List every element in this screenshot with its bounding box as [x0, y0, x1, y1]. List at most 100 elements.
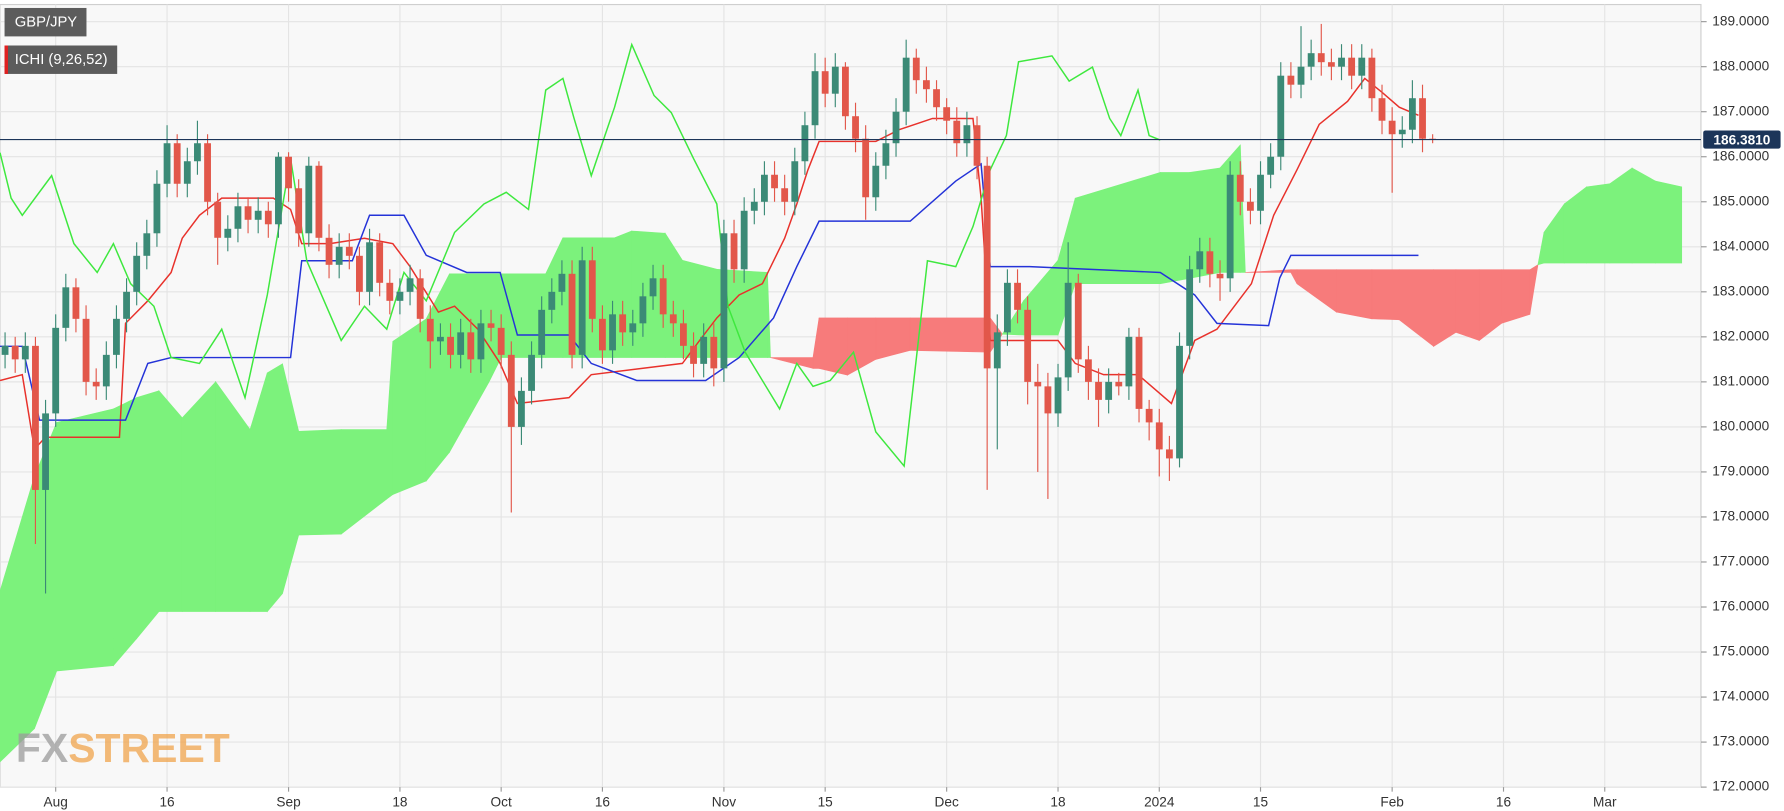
candle-body [973, 125, 981, 166]
candle-body [680, 323, 687, 346]
candle-body [1226, 174, 1234, 279]
candle-body [1348, 57, 1356, 76]
candle-body [457, 332, 465, 355]
candle-body [1003, 282, 1011, 333]
x-tick-label: 2024 [1144, 795, 1175, 810]
candle-body [11, 345, 19, 360]
cloud-segment [1189, 167, 1221, 279]
candle-body [548, 291, 556, 310]
candle-body [406, 278, 414, 292]
y-tick-label: 175.0000 [1712, 644, 1769, 659]
candle-body [1095, 381, 1102, 400]
candle-body [1246, 201, 1254, 211]
candle-body [507, 354, 515, 427]
candle-body [1378, 98, 1386, 121]
candle-body [1307, 53, 1315, 67]
candle-body [690, 345, 697, 364]
candle-body [1216, 273, 1224, 279]
cloud-segment [158, 389, 183, 612]
candle-body [639, 296, 647, 324]
candle-body [720, 233, 728, 369]
y-tick-label: 180.0000 [1712, 419, 1769, 434]
candle-body [1368, 57, 1376, 99]
watermark: FXSTREET [16, 725, 230, 771]
candle-body [356, 255, 363, 292]
indicator-line [0, 42, 1161, 468]
x-tick-label: Dec [935, 795, 959, 810]
candle-body [1196, 251, 1204, 270]
cloud-segment [1371, 269, 1400, 321]
candle-body [801, 125, 809, 162]
x-tick-label: Feb [1380, 795, 1404, 810]
candle-body [538, 309, 546, 355]
candle-body [821, 71, 829, 94]
candle-body [335, 246, 343, 265]
candle-body [345, 246, 353, 256]
candle-body [234, 206, 242, 229]
cloud-segment [266, 363, 283, 613]
candle-body [568, 273, 576, 355]
candle-body [1084, 359, 1092, 382]
candle-body [32, 345, 39, 490]
candle-body [264, 210, 272, 225]
y-tick-label: 187.0000 [1712, 103, 1769, 118]
candle-body [578, 260, 586, 355]
candle-body [244, 206, 252, 220]
candle-body [325, 237, 333, 265]
legend-box [4, 7, 87, 37]
candle-body [1054, 377, 1062, 414]
plot-area [0, 3, 1702, 788]
candle-body [1257, 174, 1264, 211]
candle-body [933, 89, 940, 108]
candle-body [1, 345, 9, 355]
y-tick-label: 184.0000 [1712, 238, 1769, 253]
candle-body [285, 156, 292, 189]
candle-body [518, 390, 525, 427]
candle-body [1074, 282, 1082, 360]
candle-body [133, 255, 141, 292]
cloud-segment [818, 317, 848, 376]
candle-body [609, 314, 616, 351]
legend-swatch [4, 45, 8, 74]
y-tick-label: 176.0000 [1712, 599, 1769, 614]
candle-body [710, 336, 718, 369]
y-tick-label: 186.0000 [1712, 148, 1769, 163]
candle-body [1388, 120, 1396, 135]
candle-body [102, 354, 110, 387]
legend-box [4, 45, 118, 74]
y-tick-label: 185.0000 [1712, 193, 1769, 208]
x-tick-label: Sep [276, 795, 301, 810]
candle-body [1236, 174, 1244, 202]
candle-body [1165, 449, 1173, 459]
candle-body [730, 233, 738, 270]
x-tick-label: Nov [712, 795, 736, 810]
candle-body [386, 282, 394, 301]
candle-body [426, 318, 434, 342]
candle-body [173, 143, 181, 184]
candle-body [1358, 57, 1366, 76]
candle-body [194, 143, 201, 162]
y-tick-label: 172.0000 [1712, 779, 1769, 794]
y-tick-label: 188.0000 [1712, 58, 1769, 73]
candle-body [963, 125, 971, 144]
candle-body [396, 291, 404, 301]
candle-body [791, 161, 799, 202]
candle-body [1267, 156, 1275, 175]
x-tick-label: 16 [1496, 795, 1511, 810]
candle-body [659, 278, 667, 315]
candle-body [497, 327, 505, 355]
candle-body [528, 354, 535, 391]
y-tick-label: 174.0000 [1712, 689, 1769, 704]
candle-body [943, 107, 951, 121]
candle-body [153, 183, 161, 234]
candle-body [1155, 422, 1163, 450]
candle-body [781, 188, 789, 202]
candle-body [275, 156, 282, 225]
candle-body [1044, 386, 1052, 414]
price-label-box [1703, 130, 1781, 149]
candle-body [902, 57, 910, 112]
candle-body [305, 165, 313, 234]
candle-body [599, 318, 606, 351]
cloud-segment [1455, 269, 1480, 341]
x-tick-label: 16 [159, 795, 174, 810]
